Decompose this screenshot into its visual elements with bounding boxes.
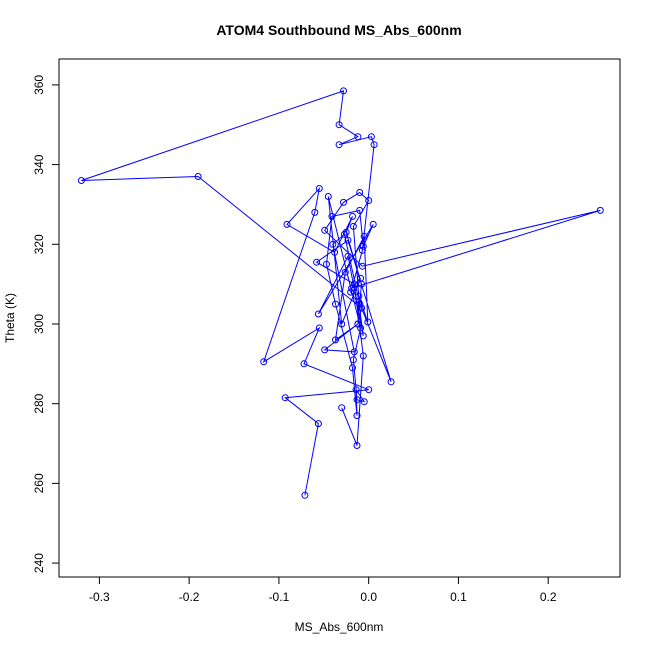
- data-point: [353, 412, 361, 420]
- y-tick-label: 260: [32, 473, 46, 493]
- data-point: [315, 185, 323, 192]
- x-axis-label: MS_Abs_600nm: [295, 620, 384, 634]
- data-point: [315, 324, 323, 332]
- data-point: [77, 177, 85, 184]
- data-point: [340, 87, 347, 95]
- chart-title: ATOM4 Southbound MS_Abs_600nm: [216, 22, 461, 38]
- x-tick-label: 0.1: [450, 590, 467, 604]
- data-point: [347, 288, 355, 296]
- data-point: [358, 246, 366, 254]
- data-point: [281, 394, 289, 402]
- data-point: [324, 193, 332, 200]
- data-point: [344, 236, 352, 244]
- data-point: [329, 240, 337, 248]
- data-point: [349, 212, 356, 220]
- data-point: [311, 208, 319, 216]
- data-point: [357, 274, 365, 282]
- data-point: [356, 189, 364, 196]
- data-point: [358, 304, 365, 312]
- data-point: [323, 260, 330, 268]
- data-point: [340, 198, 347, 206]
- y-axis: 240 260 280 300 320 340 360: [32, 75, 59, 573]
- data-point: [596, 206, 604, 214]
- data-point: [260, 358, 268, 366]
- data-point: [350, 280, 358, 288]
- data-point: [335, 121, 343, 129]
- data-point: [349, 356, 357, 364]
- y-axis-label: Theta (K): [3, 293, 17, 343]
- data-point: [321, 346, 329, 354]
- series-points: [77, 87, 604, 499]
- data-point: [328, 212, 336, 220]
- data-point: [360, 398, 368, 406]
- data-point: [356, 206, 364, 214]
- data-point: [359, 352, 367, 360]
- data-point: [349, 222, 357, 230]
- data-point: [331, 248, 339, 256]
- x-tick-label: -0.2: [179, 590, 200, 604]
- data-point: [350, 348, 358, 356]
- y-tick-label: 320: [32, 234, 46, 254]
- data-point: [387, 378, 395, 386]
- data-point: [353, 442, 361, 449]
- data-point: [321, 226, 329, 234]
- data-point: [332, 300, 339, 308]
- series-lines: [81, 90, 601, 496]
- x-tick-label: 0.0: [360, 590, 377, 604]
- data-point: [332, 336, 339, 344]
- data-point: [314, 420, 322, 428]
- y-tick-label: 340: [32, 154, 46, 174]
- data-point: [369, 220, 377, 228]
- data-point: [338, 320, 346, 328]
- data-point: [364, 318, 372, 326]
- x-axis: -0.3 -0.2 -0.1 0.0 0.1 0.2: [89, 577, 557, 604]
- data-point: [365, 197, 373, 204]
- data-point: [313, 258, 321, 266]
- data-point: [344, 252, 352, 260]
- data-point: [353, 396, 361, 404]
- data-point: [194, 173, 202, 180]
- data-point: [359, 242, 367, 250]
- y-tick-label: 240: [32, 553, 46, 573]
- data-point: [354, 133, 362, 141]
- plot-frame: [58, 58, 621, 578]
- series-line: [81, 90, 601, 496]
- data-point: [300, 360, 308, 368]
- data-point: [365, 386, 373, 394]
- data-point: [354, 320, 362, 328]
- data-point: [355, 298, 363, 306]
- y-tick-label: 280: [32, 393, 46, 413]
- x-tick-label: -0.1: [269, 590, 290, 604]
- data-point: [342, 228, 350, 236]
- y-tick-label: 300: [32, 314, 46, 334]
- y-tick-label: 360: [32, 75, 46, 95]
- data-point: [283, 220, 291, 228]
- data-point: [340, 230, 348, 238]
- data-point: [360, 232, 368, 240]
- data-point: [370, 141, 378, 149]
- data-point: [341, 268, 349, 276]
- data-point: [359, 332, 367, 340]
- data-point: [367, 133, 375, 141]
- x-tick-label: -0.3: [89, 590, 110, 604]
- data-point: [358, 262, 366, 270]
- data-point: [349, 364, 356, 372]
- data-point: [335, 141, 343, 149]
- data-point: [314, 310, 322, 318]
- data-point: [352, 386, 360, 394]
- x-tick-label: 0.2: [540, 590, 557, 604]
- data-point: [338, 404, 346, 412]
- data-point: [301, 491, 309, 499]
